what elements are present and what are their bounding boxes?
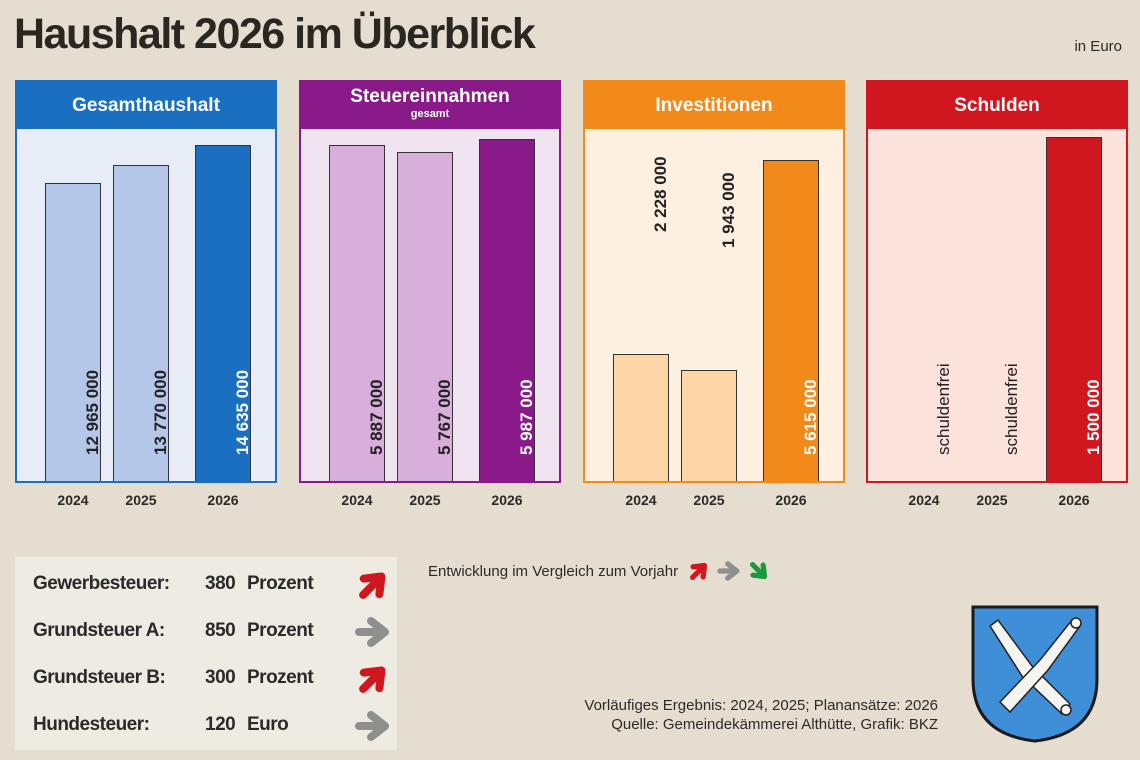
value-label: schuldenfrei: [934, 363, 953, 455]
bar-2025: [397, 151, 453, 481]
trend-same-arrow-icon: [355, 617, 389, 647]
legend-text: Entwicklung im Vergleich zum Vorjahr: [428, 562, 679, 580]
tax-value: 120: [205, 714, 236, 735]
year-label: 2025: [409, 492, 441, 508]
tax-unit: Prozent: [247, 573, 314, 594]
year-label: 2026: [1058, 492, 1090, 508]
panel-title: Steuereinnahmen gesamt: [301, 82, 559, 129]
value-label: 14 635 000: [233, 369, 252, 455]
chart-panel-investitionen: Investitionen 2 228 000 1 943 000 5 615 000: [583, 80, 845, 483]
tax-rates-box: Gewerbesteuer: 380 Prozent Grundsteuer A: 85…: [15, 557, 397, 750]
page-title: Haushalt 2026 im Überblick: [14, 10, 536, 58]
panel-subtitle: gesamt: [410, 108, 450, 120]
bar-2026: [1046, 137, 1102, 481]
bar-2026: [479, 139, 535, 481]
tax-name: Hundesteuer:: [33, 714, 150, 735]
legend-arrows: [686, 558, 776, 584]
year-label: 2026: [775, 492, 807, 508]
bar-2024: [613, 353, 669, 481]
tax-unit: Prozent: [247, 620, 314, 641]
trend-same-arrow-icon: [355, 711, 389, 741]
trend-up-arrow-icon: [690, 562, 708, 581]
trend-down-arrow-icon: [750, 561, 768, 580]
trend-legend: Entwicklung im Vergleich zum Vorjahr: [428, 558, 776, 584]
year-label: 2024: [341, 492, 373, 508]
panel-title: Gesamthaushalt: [17, 82, 275, 129]
footer-line-1: Vorläufiges Ergebnis: 2024, 2025; Planan…: [584, 697, 938, 714]
tax-name: Grundsteuer A:: [33, 620, 165, 641]
chart-panel-gesamthaushalt: Gesamthaushalt 12 965 000 13 770 000 14 635…: [15, 80, 277, 483]
unit-label: in Euro: [1074, 38, 1122, 55]
year-label: 2025: [125, 492, 157, 508]
chart-panel-steuereinnahmen: Steuereinnahmen gesamt 5 887 000 5 767 000 5…: [299, 80, 561, 483]
value-label: 1 500 000: [1084, 379, 1103, 455]
value-label: 5 887 000: [367, 379, 386, 455]
bar-2025: [113, 164, 169, 481]
panel-title: Schulden: [868, 82, 1126, 129]
tax-unit: Euro: [247, 714, 289, 735]
bar-2025: [681, 369, 737, 481]
tax-name: Grundsteuer B:: [33, 667, 166, 688]
year-label: 2025: [976, 492, 1008, 508]
value-label: 1 943 000: [719, 172, 738, 248]
tax-name: Gewerbesteuer:: [33, 573, 170, 594]
trend-same-arrow-icon: [717, 561, 740, 581]
bar-2024: [45, 183, 101, 481]
value-label: 5 615 000: [801, 379, 820, 455]
panel-title: Investitionen: [585, 82, 843, 129]
year-label: 2026: [491, 492, 523, 508]
chart-panel-schulden: Schulden schuldenfrei schuldenfrei 1 500 00…: [866, 80, 1128, 483]
panel-title-text: Gesamthaushalt: [72, 95, 220, 116]
bar-2026: [195, 145, 251, 481]
year-label: 2026: [207, 492, 239, 508]
year-label: 2024: [57, 492, 89, 508]
year-label: 2024: [625, 492, 657, 508]
coat-of-arms-icon: [971, 605, 1099, 743]
panel-title-text: Schulden: [954, 95, 1040, 116]
bar-2026: [763, 160, 819, 481]
value-label: schuldenfrei: [1002, 363, 1021, 455]
trend-up-arrow-icon: [359, 666, 386, 693]
value-label: 5 767 000: [435, 379, 454, 455]
trend-up-arrow-icon: [359, 572, 386, 599]
year-label: 2024: [908, 492, 940, 508]
value-label: 5 987 000: [517, 379, 536, 455]
tax-unit: Prozent: [247, 667, 314, 688]
footer-line-2: Quelle: Gemeindekämmerei Althütte, Grafi…: [611, 716, 938, 733]
tax-value: 380: [205, 573, 236, 594]
tax-value: 300: [205, 667, 236, 688]
year-label: 2025: [693, 492, 725, 508]
source-note: Vorläufiges Ergebnis: 2024, 2025; Planan…: [584, 696, 938, 734]
bar-2024: [329, 144, 385, 481]
panel-title-text: Investitionen: [655, 95, 773, 116]
tax-value: 850: [205, 620, 236, 641]
value-label: 12 965 000: [83, 369, 102, 455]
value-label: 2 228 000: [651, 156, 670, 232]
panel-title-text: Steuereinnahmen: [350, 86, 510, 107]
value-label: 13 770 000: [151, 369, 170, 455]
